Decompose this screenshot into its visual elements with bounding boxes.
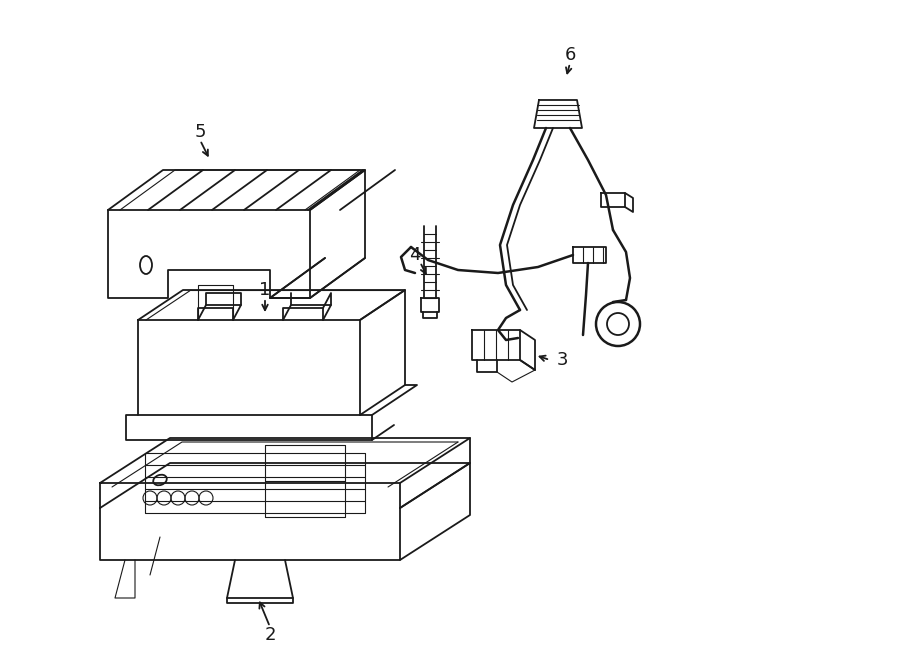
Text: 2: 2	[265, 626, 275, 644]
Text: 1: 1	[259, 281, 271, 299]
Text: 6: 6	[564, 46, 576, 64]
Text: 3: 3	[556, 351, 568, 369]
Text: 5: 5	[194, 123, 206, 141]
Text: 4: 4	[410, 246, 421, 264]
